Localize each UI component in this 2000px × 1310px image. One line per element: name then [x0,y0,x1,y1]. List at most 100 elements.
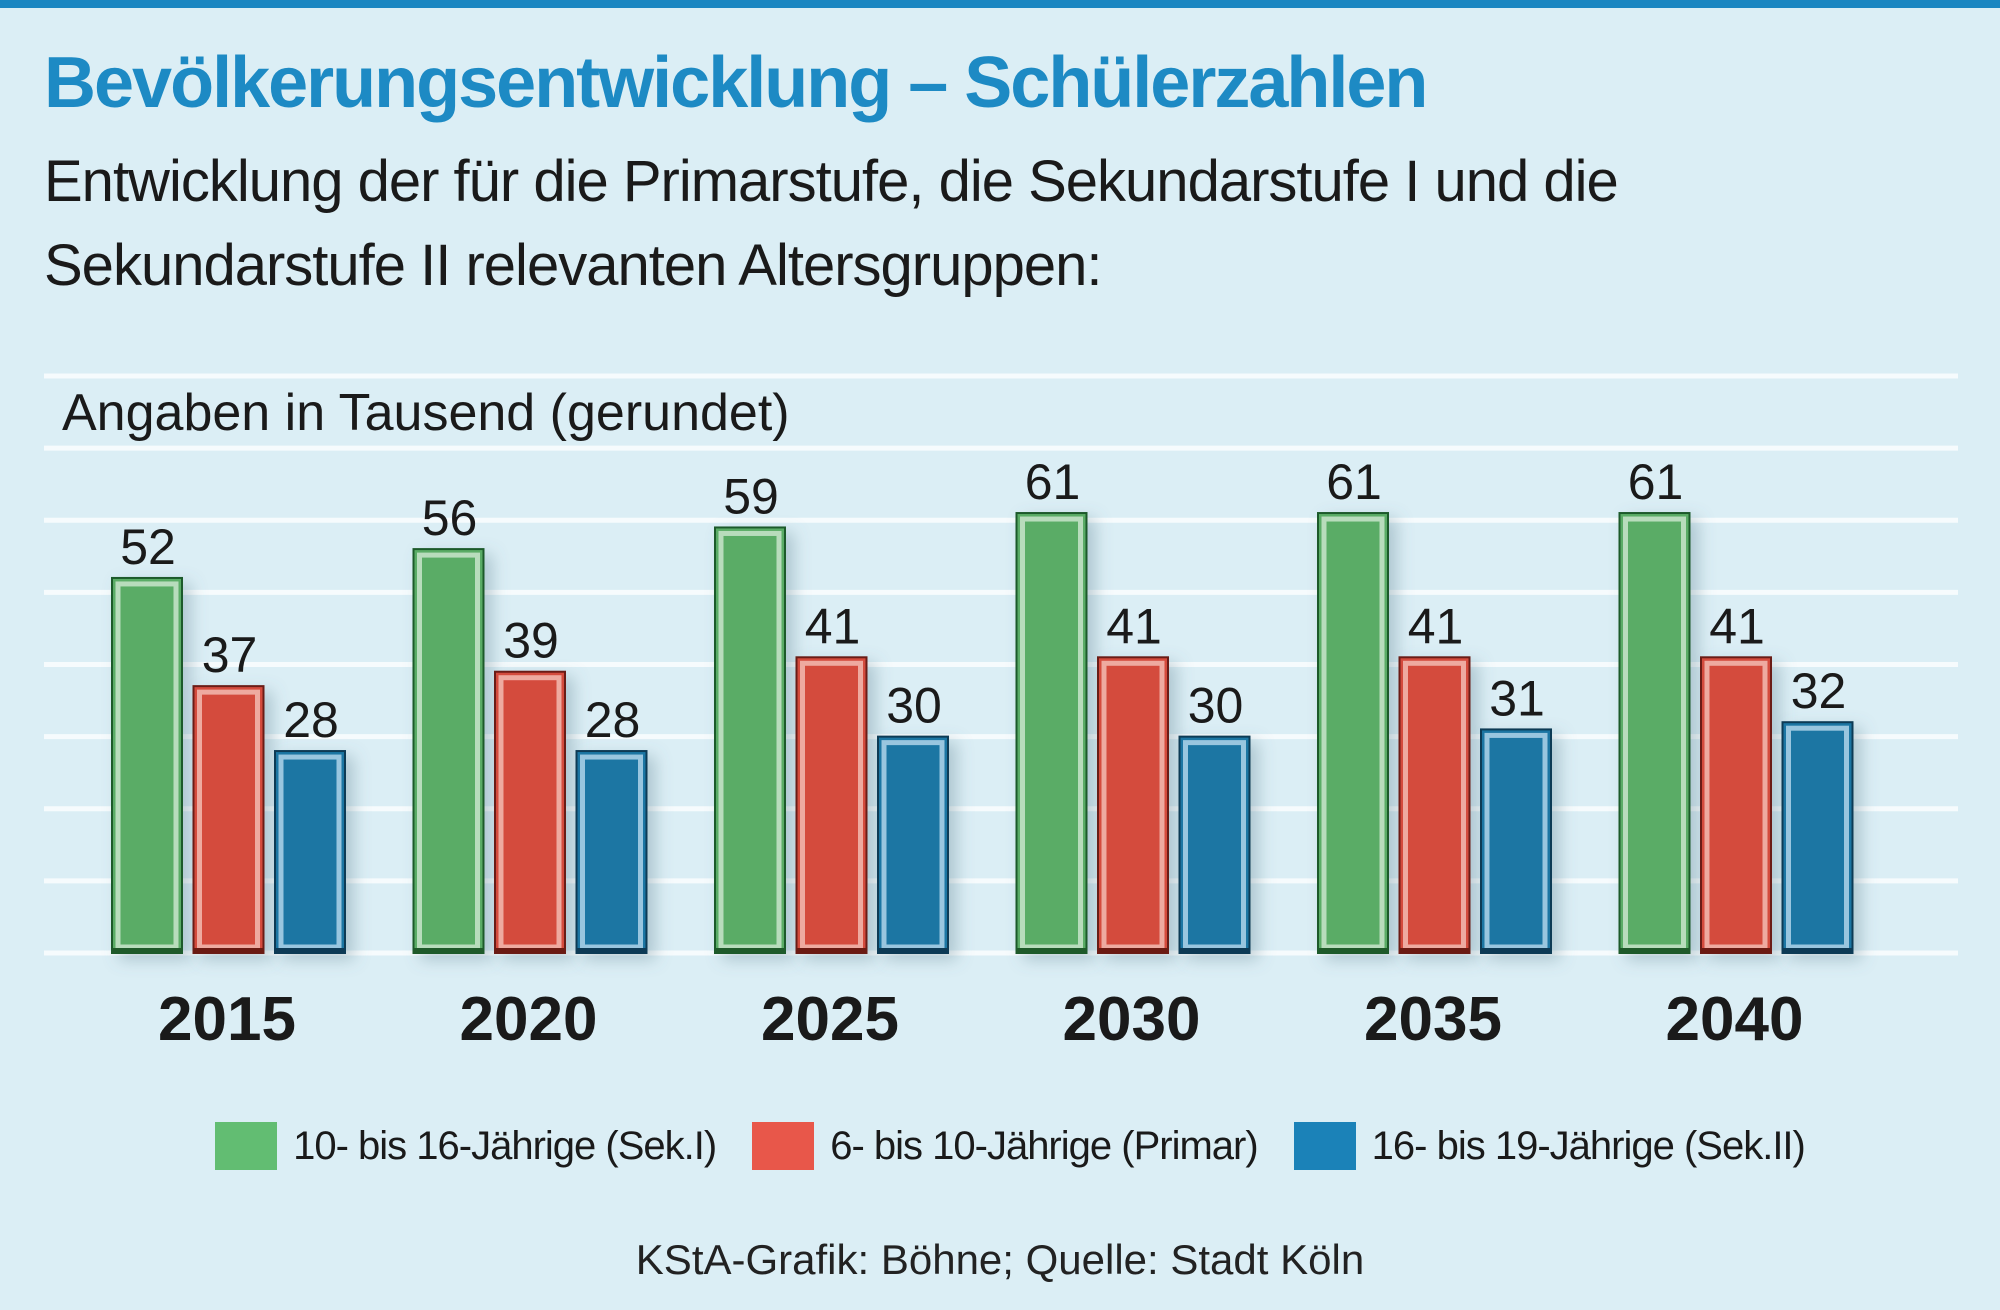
legend-item-sek2: 16- bis 19-Jährige (Sek.II) [1293,1122,1806,1170]
data-label: 41 [805,598,861,654]
bar-bevel [1484,732,1548,950]
x-tick-label: 2020 [460,985,598,1054]
bar [1015,512,1088,954]
data-label: 56 [422,490,478,546]
legend-label: 6- bis 10-Jährige (Primar) [830,1123,1258,1168]
bar-base [1619,948,1690,953]
bars: 52 37 28 2015 56 39 28 2020 59 41 30 2025 61 41 30 2030… [111,454,1854,1054]
data-label: 41 [1106,598,1162,654]
bar [714,526,786,955]
bar-base [1782,948,1853,953]
bar-bevel [580,754,643,950]
bar-bevel [1786,725,1849,950]
bar-base [576,948,647,953]
bar-group-2015: 52 37 28 2015 [111,519,346,1054]
legend-label: 10- bis 16-Jährige (Sek.I) [293,1123,717,1168]
data-label: 41 [1709,598,1765,654]
bar-bevel [417,552,480,950]
data-label: 28 [283,692,339,748]
legend-swatch-red [752,1122,815,1170]
legend: 10- bis 16-Jährige (Sek.I) 6- bis 10-Jäh… [60,1122,1960,1170]
legend-swatch-green [215,1122,278,1170]
legend-item-sek1: 10- bis 16-Jährige (Sek.I) [215,1122,717,1170]
top-border [0,0,2000,8]
bar-bevel [498,675,562,950]
data-label: 61 [1326,454,1382,510]
bar-bevel [1623,516,1686,950]
data-label: 59 [723,468,779,524]
legend-item-primar: 6- bis 10-Jährige (Primar) [752,1122,1259,1170]
data-label: 52 [120,519,176,575]
bar-base [1399,948,1470,953]
bar-base [1016,948,1087,953]
bar [1618,512,1691,954]
bar-base [1318,948,1388,953]
data-label: 28 [585,692,641,748]
bar-bevel [881,740,945,950]
bar [1398,656,1471,954]
bar [1700,656,1772,954]
bar-base [1098,948,1168,953]
bar [494,670,566,955]
bar-bevel [1101,660,1165,950]
bar-base [413,948,484,953]
bar-base [1701,948,1771,953]
bar-bevel [800,660,863,950]
bar-base [495,948,565,953]
bar-base [1481,948,1551,953]
x-tick-label: 2025 [761,985,899,1054]
bar [111,576,183,954]
data-label: 61 [1628,454,1684,510]
bar-bevel [1403,660,1466,950]
data-label: 32 [1791,663,1847,719]
bar [795,656,868,954]
bar-group-2040: 61 41 32 2040 [1618,454,1854,1054]
data-label: 41 [1408,598,1464,654]
bar-bevel [197,689,260,950]
x-tick-label: 2030 [1063,985,1201,1054]
legend-label: 16- bis 19-Jährige (Sek.II) [1371,1123,1806,1168]
unit-label: Angaben in Tausend (gerundet) [62,384,790,442]
bar [1480,728,1552,954]
bar-base [1179,948,1250,953]
bar-base [112,948,182,953]
bar-base [715,948,785,953]
bar-group-2020: 56 39 28 2020 [412,490,648,1054]
data-label: 31 [1489,670,1545,726]
bar-bevel [278,754,342,950]
bar [575,750,648,954]
bar [1178,735,1251,954]
chart-subtitle: Entwicklung der für die Primarstufe, die… [44,149,1619,298]
bar [1781,721,1854,955]
bar-base [878,948,948,953]
bar-bevel [115,581,179,950]
bar-bevel [1020,516,1083,950]
legend-swatch-blue [1293,1122,1356,1170]
bar-base [275,948,345,953]
bar-group-2035: 61 41 31 2035 [1317,454,1552,1054]
bar-group-2030: 61 41 30 2030 [1015,454,1251,1054]
source-credit: KStA-Grafik: Böhne; Quelle: Stadt Köln [635,1236,1365,1283]
bar-bevel [1183,740,1246,950]
data-label: 30 [1188,678,1244,734]
x-tick-label: 2040 [1666,985,1804,1054]
bar [412,548,485,954]
data-label: 37 [202,627,258,683]
bar-bevel [1321,516,1385,950]
bar [192,685,265,954]
data-label: 39 [503,613,559,669]
bar-bevel [718,530,782,950]
x-tick-label: 2035 [1364,985,1502,1054]
bar-base [193,948,264,953]
data-label: 30 [886,678,942,734]
x-tick-label: 2015 [158,985,296,1054]
bar-base [796,948,867,953]
chart-title: Bevölkerungsentwicklung – Schülerzahlen [44,43,1428,123]
bar-bevel [1704,660,1768,950]
bar [274,750,346,954]
bar [1317,512,1389,954]
data-label: 61 [1025,454,1081,510]
bar [1097,656,1169,954]
bar [877,735,949,954]
